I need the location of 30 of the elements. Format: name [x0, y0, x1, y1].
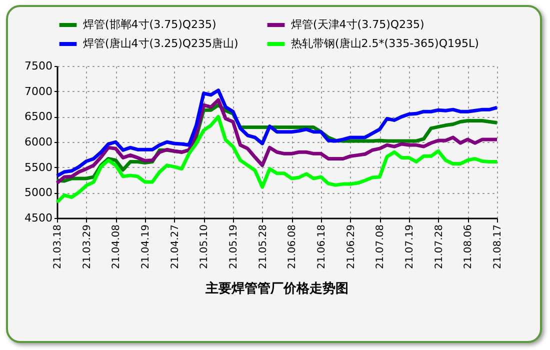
x-tick-label: 21.04.27	[170, 224, 181, 270]
y-tick-label: 7000	[24, 84, 52, 98]
x-tick-label: 21.07.19	[404, 224, 416, 270]
y-tick-label: 6500	[24, 110, 52, 124]
legend-label: 热轧带钢(唐山2.5*(335-365)Q195L)	[291, 37, 479, 50]
x-tick-label: 21.04.08	[111, 224, 122, 270]
legend-label: 焊管(邯郸4寸(3.75)Q235)	[83, 18, 216, 31]
x-tick-label: 21.06.08	[287, 224, 298, 270]
text: 主要焊管管厂价格走势图	[204, 280, 348, 297]
y-tick-label: 5500	[24, 160, 52, 174]
legend-label: 焊管(唐山4寸(3.25)Q235唐山)	[83, 37, 238, 50]
line-series	[55, 114, 499, 204]
legend-label: 焊管(天津4寸(3.75)Q235)	[291, 18, 424, 31]
x-tick-label: 21.06.18	[316, 224, 328, 270]
x-tick-label: 21.05.19	[228, 224, 240, 270]
x-tick-label: 21.03.18	[52, 224, 64, 270]
y-tick-label: 7500	[24, 60, 52, 72]
x-tick-label: 21.05.28	[258, 224, 269, 270]
y-tick-label: 5000	[24, 186, 52, 200]
line-series	[55, 88, 499, 178]
y-tick-label: 6000	[24, 136, 52, 148]
x-tick-label: 21.07.28	[434, 224, 445, 270]
x-tick-label: 21.05.10	[199, 224, 210, 270]
x-tick-label: 21.07.08	[375, 224, 386, 270]
x-tick-label: 21.08.17	[492, 224, 504, 270]
x-tick-label: 21.06.29	[346, 224, 357, 270]
x-tick-label: 21.08.06	[463, 224, 474, 270]
x-tick-label: 21.04.19	[140, 224, 152, 270]
y-tick-label: 4500	[24, 212, 52, 224]
x-tick-label: 21.03.29	[82, 224, 93, 270]
